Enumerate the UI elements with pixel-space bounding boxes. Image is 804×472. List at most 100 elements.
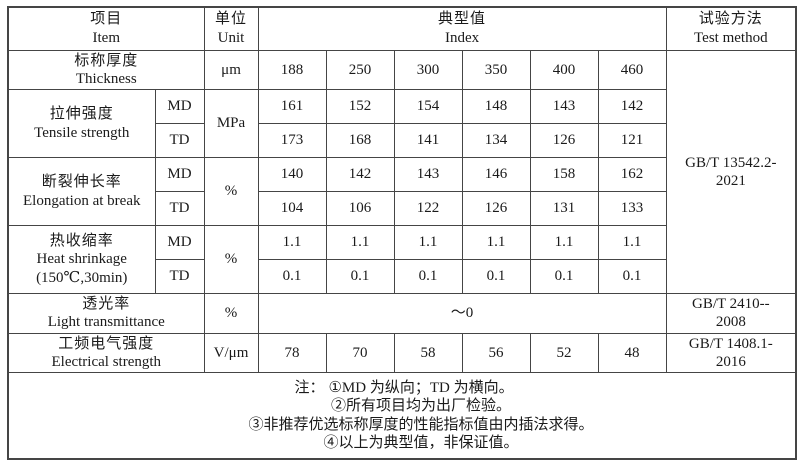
elongation-label-zh: 断裂伸长率 xyxy=(41,174,122,191)
cell-shrinkage-md-value: 1.1 xyxy=(393,225,463,261)
test-method-line: 2016 xyxy=(715,353,746,370)
header-unit-en: Unit xyxy=(217,29,245,46)
cell-shrinkage-md-value: 1.1 xyxy=(597,225,667,261)
cell-test-method-mechanical: GB/T 13542.2- 2021 xyxy=(665,49,797,295)
cell-tensile-td-value: 141 xyxy=(393,123,463,159)
cell-elongation-md-value: 143 xyxy=(393,157,463,193)
thickness-label-zh: 标称厚度 xyxy=(74,52,139,69)
table-row-header: 项目 Item 单位 Unit 典型值 Index 试验方法 Test meth… xyxy=(7,6,797,51)
note-text: ①MD 为纵向；TD 为横向。 xyxy=(328,379,514,396)
note-line: ③非推荐优选标称厚度的性能指标值由内插法求得。 xyxy=(248,416,594,433)
cell-elongation-td-value: 122 xyxy=(393,191,463,227)
cell-tensile-md-value: 161 xyxy=(257,89,327,125)
header-test-method-en: Test method xyxy=(694,29,768,46)
table-row-elongation-md: 断裂伸长率 Elongation at break MD % 140 142 1… xyxy=(7,157,796,227)
table-row-shrinkage-md: 热收缩率 Heat shrinkage (150℃,30min) MD % 1.… xyxy=(7,225,796,295)
cell-elongation-td-value: 133 xyxy=(597,191,667,227)
table-row-elongation-td: TD 104 106 122 126 131 133 xyxy=(8,191,796,227)
note-prefix: 注： xyxy=(294,379,325,396)
header-item-zh: 项目 xyxy=(90,11,123,28)
cell-tensile-td-value: 173 xyxy=(257,123,327,159)
cell-shrinkage-md-label: MD xyxy=(154,225,205,261)
cell-test-method-electrical: GB/T 1408.1- 2016 xyxy=(665,332,797,374)
cell-thickness-value: 400 xyxy=(529,49,599,91)
header-item: 项目 Item xyxy=(7,6,205,51)
cell-electrical-value: 70 xyxy=(325,332,395,374)
cell-shrinkage-td-value: 0.1 xyxy=(393,259,463,295)
cell-tensile-td-value: 168 xyxy=(325,123,395,159)
cell-thickness-unit: μm xyxy=(203,49,259,91)
shrinkage-label-zh: 热收缩率 xyxy=(49,233,114,250)
cell-elongation-td-label: TD xyxy=(154,191,205,227)
cell-shrinkage-td-value: 0.1 xyxy=(461,259,531,295)
cell-tensile-label: 拉伸强度 Tensile strength xyxy=(7,89,156,159)
cell-tensile-td-label: TD xyxy=(154,123,205,159)
cell-elongation-md-value: 146 xyxy=(461,157,531,193)
cell-tensile-md-value: 143 xyxy=(529,89,599,125)
cell-tensile-md-value: 152 xyxy=(325,89,395,125)
cell-tensile-md-label: MD xyxy=(154,89,205,125)
test-method-line: 2021 xyxy=(715,172,746,189)
cell-elongation-td-value: 126 xyxy=(461,191,531,227)
cell-transmittance-unit: % xyxy=(203,293,259,334)
spec-table: 项目 Item 单位 Unit 典型值 Index 试验方法 Test meth… xyxy=(7,6,798,460)
header-index-zh: 典型值 xyxy=(438,11,487,28)
electrical-label-zh: 工频电气强度 xyxy=(58,335,155,352)
note-line: 注： ①MD 为纵向；TD 为横向。 xyxy=(11,379,793,397)
header-test-method-zh: 试验方法 xyxy=(698,11,763,28)
cell-shrinkage-td-value: 0.1 xyxy=(257,259,327,295)
cell-tensile-md-value: 154 xyxy=(393,89,463,125)
test-method-line: GB/T 2410-- xyxy=(691,296,770,313)
table-row-shrinkage-td: TD 0.1 0.1 0.1 0.1 0.1 0.1 xyxy=(8,259,796,295)
cell-tensile-md-value: 148 xyxy=(461,89,531,125)
cell-thickness-value: 300 xyxy=(393,49,463,91)
header-item-en: Item xyxy=(92,29,121,46)
transmittance-label-zh: 透光率 xyxy=(82,296,131,313)
cell-elongation-md-label: MD xyxy=(154,157,205,193)
cell-thickness-value: 460 xyxy=(597,49,667,91)
cell-electrical-value: 78 xyxy=(257,332,327,374)
cell-electrical-value: 48 xyxy=(597,332,667,374)
cell-tensile-td-value: 126 xyxy=(529,123,599,159)
header-test-method: 试验方法 Test method xyxy=(665,6,797,51)
cell-electrical-value: 58 xyxy=(393,332,463,374)
shrinkage-label-cond: (150℃,30min) xyxy=(36,269,128,286)
test-method-line: GB/T 1408.1- xyxy=(688,335,773,352)
cell-transmittance-label: 透光率 Light transmittance xyxy=(7,293,205,334)
cell-electrical-value: 52 xyxy=(529,332,599,374)
shrinkage-label-en: Heat shrinkage xyxy=(36,251,127,268)
cell-elongation-label: 断裂伸长率 Elongation at break xyxy=(7,157,156,227)
cell-shrinkage-md-value: 1.1 xyxy=(461,225,531,261)
header-index-en: Index xyxy=(444,29,480,46)
cell-shrinkage-md-value: 1.1 xyxy=(325,225,395,261)
cell-tensile-td-value: 121 xyxy=(597,123,667,159)
header-unit-zh: 单位 xyxy=(215,11,248,28)
cell-elongation-md-value: 142 xyxy=(325,157,395,193)
cell-elongation-md-value: 158 xyxy=(529,157,599,193)
cell-tensile-md-value: 142 xyxy=(597,89,667,125)
cell-elongation-unit: % xyxy=(203,157,259,227)
notes-block: 注： ①MD 为纵向；TD 为横向。 ②所有项目均为出厂检验。 ③非推荐优选标称厚… xyxy=(7,372,797,460)
cell-shrinkage-label: 热收缩率 Heat shrinkage (150℃,30min) xyxy=(7,225,156,295)
cell-shrinkage-unit: % xyxy=(203,225,259,295)
electrical-label-en: Electrical strength xyxy=(51,353,162,370)
tensile-label-zh: 拉伸强度 xyxy=(49,106,114,123)
table-row-electrical: 工频电气强度 Electrical strength V/μm 78 70 58… xyxy=(7,332,797,374)
cell-test-method-transmittance: GB/T 2410-- 2008 xyxy=(665,293,797,334)
header-index: 典型值 Index xyxy=(257,6,667,51)
cell-shrinkage-md-value: 1.1 xyxy=(257,225,327,261)
cell-elongation-td-value: 131 xyxy=(529,191,599,227)
cell-shrinkage-td-value: 0.1 xyxy=(597,259,667,295)
header-unit: 单位 Unit xyxy=(203,6,259,51)
test-method-line: GB/T 13542.2- xyxy=(685,154,777,171)
cell-shrinkage-td-value: 0.1 xyxy=(325,259,395,295)
cell-elongation-td-value: 106 xyxy=(325,191,395,227)
cell-shrinkage-td-value: 0.1 xyxy=(529,259,599,295)
cell-electrical-label: 工频电气强度 Electrical strength xyxy=(7,332,205,374)
cell-thickness-value: 350 xyxy=(461,49,531,91)
cell-thickness-value: 250 xyxy=(325,49,395,91)
table-row-thickness: 标称厚度 Thickness μm 188 250 300 350 400 46… xyxy=(7,49,797,295)
cell-tensile-unit: MPa xyxy=(203,89,259,159)
tensile-label-en: Tensile strength xyxy=(34,124,130,141)
cell-elongation-md-value: 162 xyxy=(597,157,667,193)
